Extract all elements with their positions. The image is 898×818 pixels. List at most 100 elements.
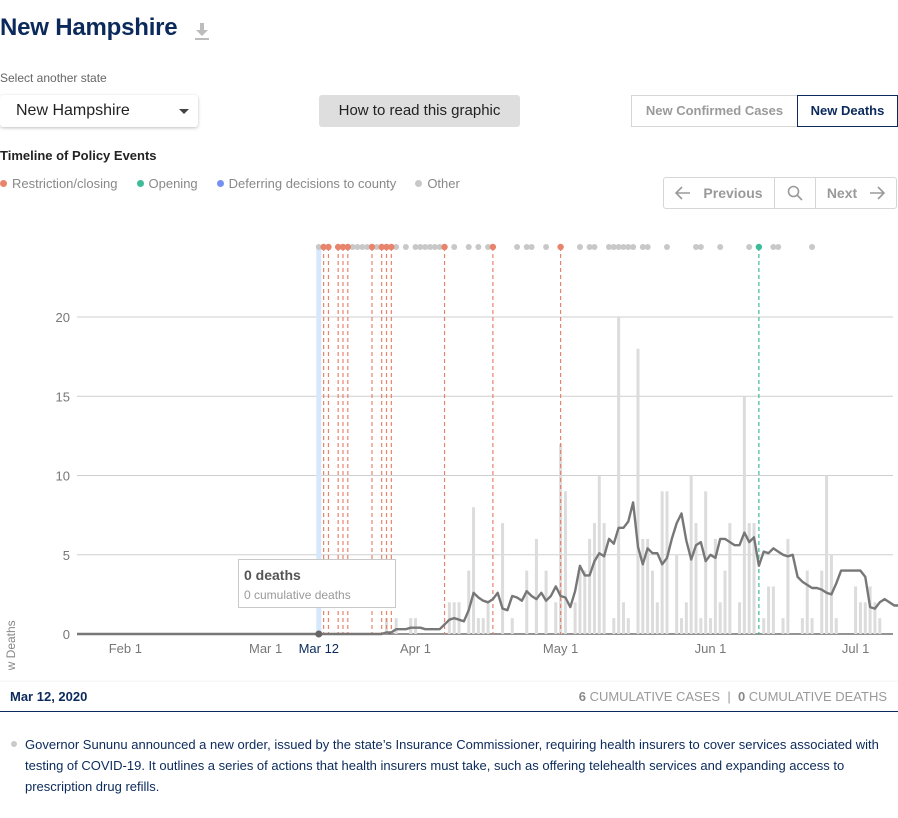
deaths-chart: 0 5 10 15 20 Feb 1 Mar 1 Mar 12 Apr 1 May 1 Jun 1… [4, 243, 898, 670]
policy-event-other [746, 244, 753, 250]
y-tick-label: 0 [63, 627, 70, 642]
policy-event-restriction [344, 243, 352, 251]
legend-item-opening: Opening [136, 176, 198, 191]
tab-new-confirmed-cases[interactable]: New Confirmed Cases [631, 95, 797, 127]
bar [718, 602, 722, 634]
policy-event-other [717, 244, 724, 250]
policy-event-restriction [320, 243, 327, 251]
policy-event-other [615, 244, 622, 250]
event-bullet-icon [11, 741, 17, 747]
bar [641, 538, 645, 634]
page-title: New Hampshire [0, 14, 178, 41]
bar [810, 618, 814, 634]
selected-date: Mar 12, 2020 [10, 689, 88, 704]
bar [713, 538, 717, 634]
bar [704, 491, 708, 634]
bar [873, 602, 877, 634]
bar [825, 475, 829, 634]
cumulative-stats: 6 CUMULATIVE CASES | 0 CUMULATIVE DEATHS [579, 689, 887, 704]
policy-event-other [485, 244, 492, 250]
policy-event-other [697, 244, 704, 250]
search-button[interactable] [775, 178, 816, 208]
bar [767, 586, 771, 634]
download-icon[interactable] [193, 22, 211, 42]
restriction-dot-icon [0, 180, 7, 187]
policy-event-other [586, 244, 593, 250]
x-tick-label: Feb 1 [109, 641, 142, 656]
event-pager: Previous Next [663, 177, 897, 209]
bar [563, 491, 567, 634]
other-dot-icon [415, 180, 423, 187]
bar [534, 538, 538, 634]
bar [646, 538, 650, 634]
bar [675, 554, 679, 634]
x-tick-label: Jul 1 [842, 641, 869, 656]
policy-event-other [775, 244, 782, 250]
policy-event-other [630, 244, 637, 250]
policy-event-other [436, 244, 443, 250]
policy-event-restriction [325, 243, 332, 251]
x-tick-label: Mar 1 [249, 641, 282, 656]
policy-event-restriction [383, 243, 390, 251]
next-button[interactable]: Next [816, 178, 896, 208]
bar [414, 618, 418, 634]
policy-event-restriction [334, 243, 342, 251]
legend-item-county: Deferring decisions to county [216, 176, 396, 191]
state-select[interactable]: New Hampshire [0, 95, 198, 127]
bar [781, 618, 785, 634]
policy-event-other [364, 244, 371, 250]
policy-event-other [315, 244, 322, 250]
legend-label: Restriction/closing [12, 176, 118, 191]
policy-event-other [625, 244, 632, 250]
bar [728, 523, 732, 634]
policy-event-other [610, 244, 617, 250]
legend-label: Other [427, 176, 460, 191]
policy-event-other [475, 244, 482, 250]
state-select-value: New Hampshire [16, 102, 130, 119]
policy-event-restriction [557, 243, 564, 251]
stats-separator: | [727, 689, 731, 704]
cumulative-cases-label: CUMULATIVE CASES [589, 689, 721, 704]
legend-label: Opening [148, 176, 198, 191]
bar [612, 618, 616, 634]
legend-item-restriction: Restriction/closing [0, 176, 118, 191]
bar [525, 570, 529, 634]
bar [854, 586, 858, 634]
x-tick-label: Apr 1 [400, 641, 431, 656]
policy-event-other [412, 244, 419, 250]
bar [621, 602, 625, 634]
bar [699, 618, 703, 634]
bar [752, 523, 756, 634]
previous-label: Previous [703, 185, 763, 201]
policy-event-other [591, 244, 598, 250]
how-to-read-button[interactable]: How to read this graphic [319, 95, 520, 127]
bar [583, 570, 587, 634]
tooltip-deaths: 0 deaths [244, 567, 301, 583]
bar [588, 538, 592, 634]
tab-new-deaths[interactable]: New Deaths [797, 95, 898, 127]
bar [457, 602, 461, 634]
chevron-down-icon [179, 109, 189, 114]
bar [820, 570, 824, 634]
policy-event-other [543, 244, 550, 250]
selected-point [315, 630, 323, 638]
bar [578, 570, 582, 634]
bar [771, 586, 775, 634]
policy-event-other [620, 244, 627, 250]
state-select-label: Select another state [0, 71, 107, 85]
bar [617, 317, 621, 634]
policy-event-other [809, 244, 816, 250]
bar [544, 570, 548, 634]
previous-button[interactable]: Previous [664, 178, 775, 208]
bar [665, 491, 669, 634]
x-tick-label: May 1 [543, 641, 578, 656]
policy-event-other [373, 244, 380, 250]
bar [510, 618, 514, 634]
policy-event-other [451, 244, 458, 250]
bar [786, 538, 790, 634]
policy-event-other [770, 244, 777, 250]
policy-event-other [349, 244, 356, 250]
bar [747, 523, 751, 634]
cumulative-cases-count: 6 [578, 689, 586, 704]
y-tick-label: 5 [63, 548, 70, 563]
